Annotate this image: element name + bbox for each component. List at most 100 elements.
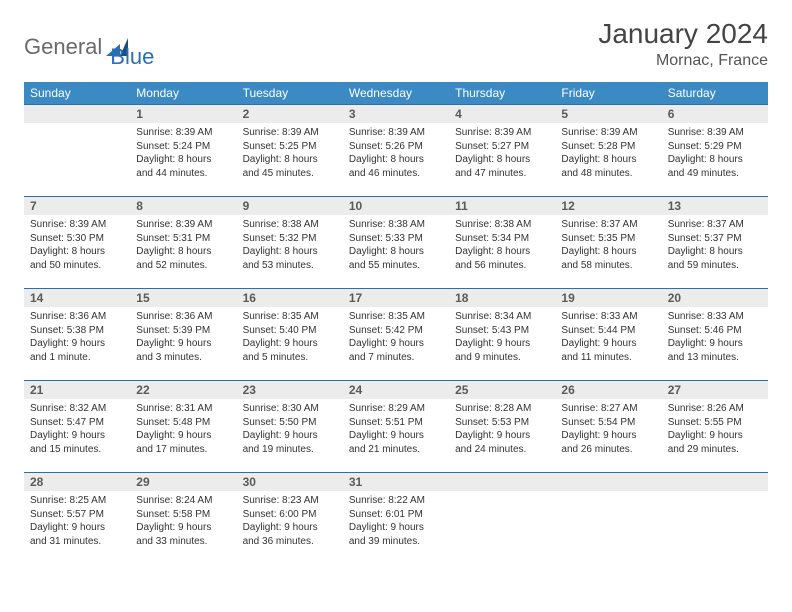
sunrise-text: Sunrise: 8:26 AM [668,402,762,416]
sunset-text: Sunset: 5:50 PM [243,416,337,430]
day-details: Sunrise: 8:33 AMSunset: 5:44 PMDaylight:… [555,307,661,370]
sunset-text: Sunset: 5:33 PM [349,232,443,246]
daylight-text: Daylight: 8 hours and 52 minutes. [136,245,230,272]
sunset-text: Sunset: 5:46 PM [668,324,762,338]
sunset-text: Sunset: 5:43 PM [455,324,549,338]
sunrise-text: Sunrise: 8:39 AM [668,126,762,140]
day-number: 3 [343,104,449,123]
daylight-text: Daylight: 9 hours and 5 minutes. [243,337,337,364]
day-number [555,472,661,491]
day-number: 5 [555,104,661,123]
day-details: Sunrise: 8:37 AMSunset: 5:35 PMDaylight:… [555,215,661,278]
calendar-day-cell: 7Sunrise: 8:39 AMSunset: 5:30 PMDaylight… [24,196,130,288]
weekday-header: Tuesday [237,82,343,104]
daylight-text: Daylight: 8 hours and 46 minutes. [349,153,443,180]
sunset-text: Sunset: 5:29 PM [668,140,762,154]
daylight-text: Daylight: 9 hours and 36 minutes. [243,521,337,548]
calendar-table: Sunday Monday Tuesday Wednesday Thursday… [24,82,768,564]
sunset-text: Sunset: 5:34 PM [455,232,549,246]
calendar-day-cell: 14Sunrise: 8:36 AMSunset: 5:38 PMDayligh… [24,288,130,380]
daylight-text: Daylight: 9 hours and 15 minutes. [30,429,124,456]
page-header: General Blue January 2024 Mornac, France [24,18,768,70]
calendar-day-cell: 27Sunrise: 8:26 AMSunset: 5:55 PMDayligh… [662,380,768,472]
day-number: 10 [343,196,449,215]
logo-word-2: Blue [110,24,154,70]
day-details: Sunrise: 8:38 AMSunset: 5:33 PMDaylight:… [343,215,449,278]
day-number: 14 [24,288,130,307]
sunset-text: Sunset: 6:01 PM [349,508,443,522]
calendar-day-cell: 24Sunrise: 8:29 AMSunset: 5:51 PMDayligh… [343,380,449,472]
day-number [662,472,768,491]
sunrise-text: Sunrise: 8:35 AM [243,310,337,324]
day-number: 13 [662,196,768,215]
daylight-text: Daylight: 9 hours and 19 minutes. [243,429,337,456]
sunset-text: Sunset: 6:00 PM [243,508,337,522]
sunrise-text: Sunrise: 8:36 AM [136,310,230,324]
daylight-text: Daylight: 9 hours and 13 minutes. [668,337,762,364]
sunrise-text: Sunrise: 8:31 AM [136,402,230,416]
day-details: Sunrise: 8:35 AMSunset: 5:42 PMDaylight:… [343,307,449,370]
daylight-text: Daylight: 8 hours and 55 minutes. [349,245,443,272]
sunrise-text: Sunrise: 8:32 AM [30,402,124,416]
day-details: Sunrise: 8:39 AMSunset: 5:28 PMDaylight:… [555,123,661,186]
sunset-text: Sunset: 5:35 PM [561,232,655,246]
sunset-text: Sunset: 5:58 PM [136,508,230,522]
sunset-text: Sunset: 5:55 PM [668,416,762,430]
weekday-header: Saturday [662,82,768,104]
day-details: Sunrise: 8:36 AMSunset: 5:39 PMDaylight:… [130,307,236,370]
weekday-header: Wednesday [343,82,449,104]
day-number: 1 [130,104,236,123]
sunset-text: Sunset: 5:25 PM [243,140,337,154]
day-details: Sunrise: 8:34 AMSunset: 5:43 PMDaylight:… [449,307,555,370]
daylight-text: Daylight: 8 hours and 50 minutes. [30,245,124,272]
sunrise-text: Sunrise: 8:23 AM [243,494,337,508]
calendar-day-cell: 5Sunrise: 8:39 AMSunset: 5:28 PMDaylight… [555,104,661,196]
calendar-day-cell [24,104,130,196]
day-details: Sunrise: 8:38 AMSunset: 5:34 PMDaylight:… [449,215,555,278]
day-details [662,491,768,500]
sunset-text: Sunset: 5:51 PM [349,416,443,430]
daylight-text: Daylight: 9 hours and 24 minutes. [455,429,549,456]
day-number: 8 [130,196,236,215]
daylight-text: Daylight: 8 hours and 44 minutes. [136,153,230,180]
day-details: Sunrise: 8:39 AMSunset: 5:31 PMDaylight:… [130,215,236,278]
calendar-day-cell: 25Sunrise: 8:28 AMSunset: 5:53 PMDayligh… [449,380,555,472]
sunrise-text: Sunrise: 8:39 AM [136,218,230,232]
day-details [24,123,130,132]
day-number: 2 [237,104,343,123]
weekday-header: Monday [130,82,236,104]
sunset-text: Sunset: 5:44 PM [561,324,655,338]
calendar-week-row: 28Sunrise: 8:25 AMSunset: 5:57 PMDayligh… [24,472,768,564]
day-number: 7 [24,196,130,215]
sunrise-text: Sunrise: 8:33 AM [561,310,655,324]
sunset-text: Sunset: 5:37 PM [668,232,762,246]
day-details: Sunrise: 8:32 AMSunset: 5:47 PMDaylight:… [24,399,130,462]
sunrise-text: Sunrise: 8:27 AM [561,402,655,416]
day-number: 28 [24,472,130,491]
calendar-day-cell: 26Sunrise: 8:27 AMSunset: 5:54 PMDayligh… [555,380,661,472]
sunset-text: Sunset: 5:32 PM [243,232,337,246]
sunrise-text: Sunrise: 8:39 AM [349,126,443,140]
day-number: 17 [343,288,449,307]
sunset-text: Sunset: 5:53 PM [455,416,549,430]
day-details [555,491,661,500]
day-details: Sunrise: 8:30 AMSunset: 5:50 PMDaylight:… [237,399,343,462]
sunrise-text: Sunrise: 8:39 AM [30,218,124,232]
sunset-text: Sunset: 5:24 PM [136,140,230,154]
day-details: Sunrise: 8:36 AMSunset: 5:38 PMDaylight:… [24,307,130,370]
day-number: 25 [449,380,555,399]
calendar-day-cell: 10Sunrise: 8:38 AMSunset: 5:33 PMDayligh… [343,196,449,288]
day-details: Sunrise: 8:39 AMSunset: 5:30 PMDaylight:… [24,215,130,278]
calendar-day-cell: 28Sunrise: 8:25 AMSunset: 5:57 PMDayligh… [24,472,130,564]
day-details: Sunrise: 8:24 AMSunset: 5:58 PMDaylight:… [130,491,236,554]
day-details: Sunrise: 8:39 AMSunset: 5:26 PMDaylight:… [343,123,449,186]
month-title: January 2024 [598,18,768,50]
sunset-text: Sunset: 5:38 PM [30,324,124,338]
calendar-week-row: 21Sunrise: 8:32 AMSunset: 5:47 PMDayligh… [24,380,768,472]
sunrise-text: Sunrise: 8:37 AM [668,218,762,232]
calendar-day-cell: 13Sunrise: 8:37 AMSunset: 5:37 PMDayligh… [662,196,768,288]
sunrise-text: Sunrise: 8:36 AM [30,310,124,324]
sunset-text: Sunset: 5:28 PM [561,140,655,154]
calendar-day-cell: 30Sunrise: 8:23 AMSunset: 6:00 PMDayligh… [237,472,343,564]
calendar-week-row: 14Sunrise: 8:36 AMSunset: 5:38 PMDayligh… [24,288,768,380]
